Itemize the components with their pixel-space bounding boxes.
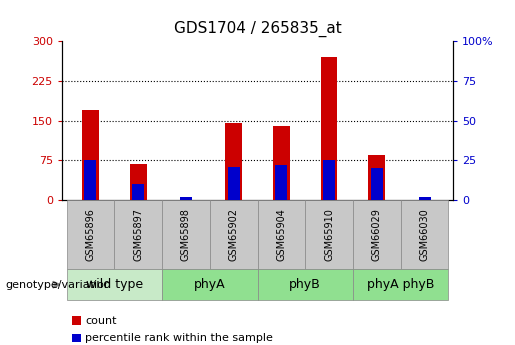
Text: phyA phyB: phyA phyB	[367, 278, 434, 291]
Bar	[273, 126, 290, 200]
Bar	[276, 165, 287, 200]
Bar	[321, 57, 337, 200]
Text: GSM65910: GSM65910	[324, 208, 334, 261]
Bar	[180, 197, 192, 200]
Bar	[130, 164, 147, 200]
Text: GSM66030: GSM66030	[420, 208, 430, 261]
Bar	[371, 168, 383, 200]
Text: phyB: phyB	[289, 278, 321, 291]
Text: wild type: wild type	[85, 278, 143, 291]
Text: count: count	[85, 316, 116, 326]
Text: phyA: phyA	[194, 278, 226, 291]
Text: GDS1704 / 265835_at: GDS1704 / 265835_at	[174, 21, 341, 37]
Text: GSM65897: GSM65897	[133, 208, 143, 261]
Bar	[228, 167, 239, 200]
Text: percentile rank within the sample: percentile rank within the sample	[85, 333, 273, 343]
Bar	[368, 155, 385, 200]
Bar	[132, 184, 144, 200]
Text: GSM65898: GSM65898	[181, 208, 191, 261]
Text: genotype/variation: genotype/variation	[5, 280, 111, 289]
Text: GSM65896: GSM65896	[85, 208, 95, 261]
Bar	[82, 110, 99, 200]
Text: GSM65902: GSM65902	[229, 208, 238, 261]
Text: GSM65904: GSM65904	[277, 208, 286, 261]
Bar	[419, 197, 431, 200]
Bar	[225, 124, 242, 200]
Bar	[323, 160, 335, 200]
Text: GSM66029: GSM66029	[372, 208, 382, 261]
Bar	[84, 160, 96, 200]
